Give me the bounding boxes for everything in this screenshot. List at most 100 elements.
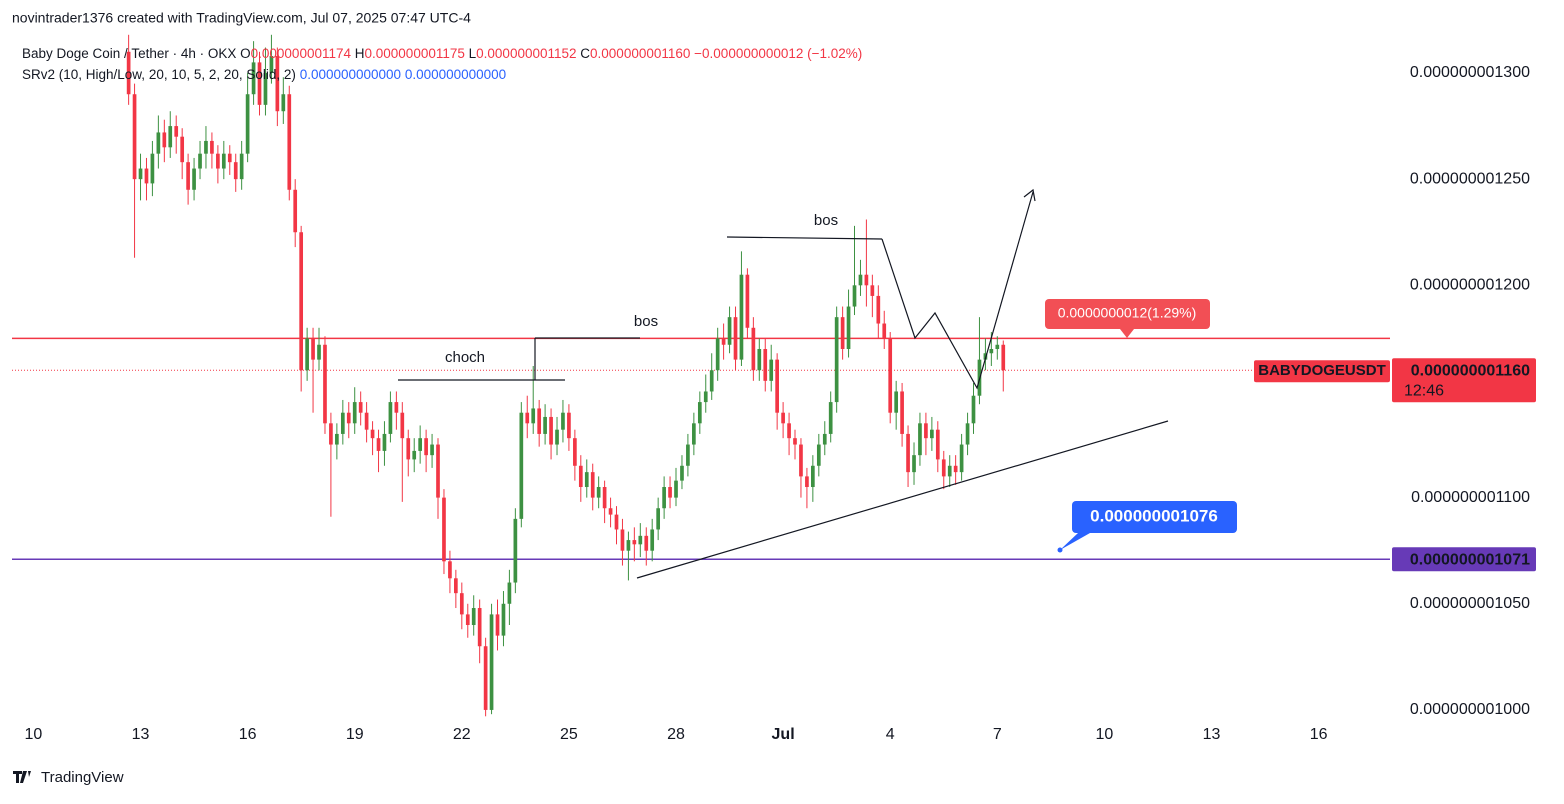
candle-body	[876, 295, 881, 324]
candle-body	[549, 416, 553, 445]
candle-body	[567, 412, 571, 439]
candle-body	[257, 62, 262, 105]
support-tag	[1392, 547, 1536, 572]
projection-arrowhead	[1023, 188, 1036, 202]
candle-body	[822, 433, 827, 445]
candle-body	[894, 391, 899, 413]
symbol-legend: Baby Doge Coin / Tether · 4h · OKX O0.00…	[22, 46, 862, 61]
candle-body	[531, 408, 536, 424]
candle-body	[233, 162, 238, 180]
candle-body	[793, 438, 797, 445]
candle-body	[132, 94, 137, 180]
candle-body	[763, 349, 768, 381]
candle-body	[198, 153, 202, 169]
candle-body	[317, 344, 321, 360]
candle-body	[715, 338, 720, 371]
x-tick-label: 22	[453, 726, 471, 743]
candle-body	[495, 614, 500, 636]
candle-body	[138, 168, 143, 180]
candle-body	[555, 429, 559, 445]
candle-body	[400, 412, 405, 439]
callout-text: 0.000000001076	[1090, 506, 1218, 525]
y-tick-label: 0.000000001100	[1411, 489, 1530, 506]
candle-body	[846, 306, 851, 350]
x-tick-label: 28	[667, 726, 685, 743]
candle-body	[852, 285, 857, 307]
candle-body	[918, 423, 922, 456]
candle-body	[275, 56, 280, 112]
candle-body	[995, 344, 1000, 350]
annotation: bos	[634, 313, 658, 330]
x-tick-label: 10	[1096, 726, 1114, 743]
watermark: novintrader1376 created with TradingView…	[12, 10, 471, 26]
symbol-tag	[1254, 360, 1390, 383]
candle-body	[406, 438, 411, 460]
candle-body	[686, 444, 690, 466]
candle-body	[251, 62, 256, 95]
candle-body	[882, 323, 887, 339]
candle-body	[733, 317, 738, 360]
candle-body	[656, 508, 661, 530]
callout-dot	[1057, 547, 1063, 553]
candle-body	[971, 395, 976, 424]
candle-body	[590, 472, 595, 498]
ohlc-value: 0.000000001152	[476, 46, 576, 61]
candle-body	[459, 593, 464, 615]
candle-body	[501, 603, 506, 636]
candle-body	[186, 162, 190, 190]
x-tick-label: Jul	[772, 726, 795, 743]
candle-body	[311, 338, 315, 360]
candle-body	[644, 535, 649, 551]
candle-body	[668, 487, 672, 498]
candle-body	[721, 338, 726, 345]
candle-body	[888, 338, 893, 413]
candle-body	[620, 529, 625, 551]
candle-body	[465, 614, 470, 626]
candle-body	[805, 476, 809, 488]
candle-body	[596, 487, 601, 498]
candle-body	[174, 126, 179, 137]
ohlc-key: O	[240, 46, 251, 61]
logo-icon	[13, 771, 31, 783]
candle-body	[239, 153, 244, 180]
candle-body	[834, 317, 839, 403]
candle-body	[210, 140, 214, 154]
candle-body	[632, 540, 637, 545]
candle-body	[858, 274, 863, 286]
y-tick-label: 0.000000001200	[1410, 277, 1530, 294]
candle-body	[418, 438, 422, 451]
candle-body	[507, 582, 512, 604]
candle-body	[376, 438, 381, 451]
ohlc-key: L	[469, 46, 477, 61]
candle-body	[864, 274, 869, 286]
candle-body	[870, 285, 875, 296]
candle-body	[959, 444, 964, 473]
y-tick-label: 0.000000001050	[1410, 595, 1530, 612]
candle-body	[489, 614, 494, 710]
candle-body	[156, 132, 161, 154]
candle-body	[335, 433, 339, 445]
candle-body	[477, 608, 482, 647]
annotation: bos	[814, 212, 838, 229]
candle-body	[227, 153, 232, 163]
candle-body	[358, 402, 363, 413]
candle-body	[192, 168, 196, 190]
candle-body	[1001, 344, 1006, 371]
candle-body	[947, 465, 952, 477]
candle-body	[692, 423, 696, 445]
candle-body	[787, 423, 791, 439]
ohlc-key: C	[580, 46, 590, 61]
candle-body	[573, 438, 577, 466]
candle-body	[840, 317, 845, 350]
indicator-legend: SRv2 (10, High/Low, 20, 10, 5, 2, 20, So…	[22, 67, 506, 82]
candle-body	[751, 327, 756, 371]
candle-body	[543, 416, 547, 434]
candle-body	[471, 608, 476, 626]
y-tick-label: 0.000000001000	[1410, 701, 1530, 718]
candle-body	[811, 465, 815, 488]
candle-body	[799, 444, 803, 477]
trend-line	[636, 420, 1169, 579]
candle-body	[305, 338, 309, 371]
candle-body	[442, 497, 446, 562]
candle-body	[745, 274, 750, 328]
